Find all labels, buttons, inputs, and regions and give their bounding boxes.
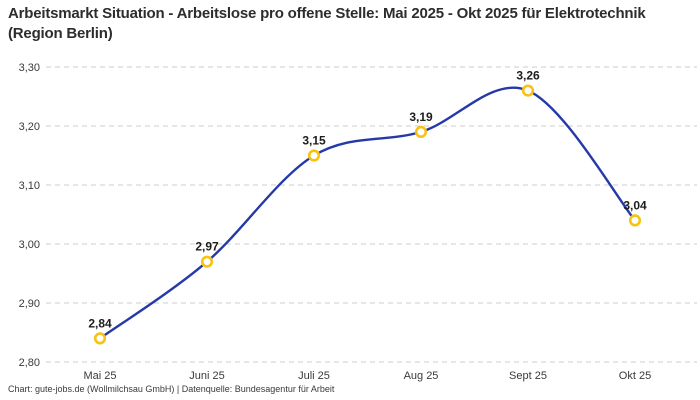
y-tick-label: 3,20 <box>19 121 40 133</box>
y-tick-label: 3,10 <box>19 180 40 192</box>
data-point-marker <box>93 332 107 345</box>
chart-source-note: Chart: gute-jobs.de (Wollmilchsau GmbH) … <box>8 384 335 394</box>
x-tick-label: Aug 25 <box>404 370 439 382</box>
x-tick-label: Juni 25 <box>189 370 224 382</box>
x-tick-label: Mai 25 <box>83 370 116 382</box>
data-point-marker <box>414 125 428 138</box>
chart-title: Arbeitsmarkt Situation - Arbeitslose pro… <box>8 5 646 42</box>
data-point-label: 3,19 <box>409 110 433 124</box>
data-point-marker <box>628 214 642 227</box>
y-tick-label: 2,80 <box>19 357 40 369</box>
data-point-label: 3,26 <box>516 69 540 83</box>
data-point-label: 3,15 <box>302 134 326 148</box>
y-tick-label: 3,00 <box>19 239 40 251</box>
y-tick-label: 3,30 <box>19 62 40 74</box>
data-point-label: 3,04 <box>623 198 647 212</box>
data-point-marker <box>521 84 535 97</box>
x-tick-label: Sept 25 <box>509 370 547 382</box>
data-point-marker <box>200 255 214 268</box>
y-tick-label: 2,90 <box>19 298 40 310</box>
data-point-label: 2,97 <box>195 240 219 254</box>
data-point-marker <box>307 149 321 162</box>
data-point-label: 2,84 <box>88 316 112 330</box>
series-line <box>98 86 637 340</box>
x-tick-label: Okt 25 <box>619 370 651 382</box>
x-tick-label: Juli 25 <box>298 370 330 382</box>
